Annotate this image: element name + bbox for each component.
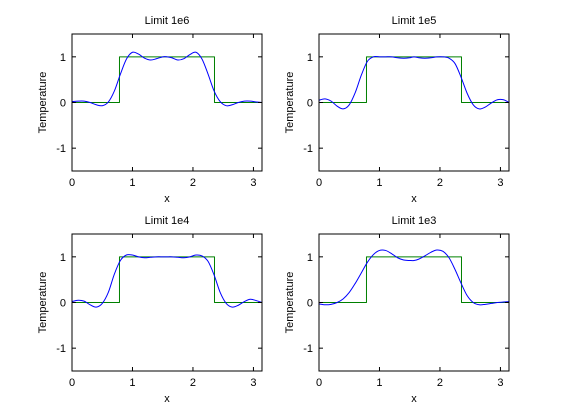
x-tick-label: 1	[376, 177, 382, 189]
subplot-title: Limit 1e3	[392, 215, 437, 227]
solution-line	[72, 51, 262, 107]
x-tick-label: 3	[497, 177, 503, 189]
x-tick-label: 2	[437, 177, 443, 189]
solution-line	[72, 254, 262, 308]
x-tick-label: 1	[129, 177, 135, 189]
solution-line	[319, 249, 509, 306]
y-tick-label: 1	[60, 52, 66, 64]
x-axis-label: x	[164, 393, 170, 405]
y-tick-label: -1	[303, 343, 313, 355]
subplot-title: Limit 1e4	[145, 215, 190, 227]
x-tick-label: 0	[69, 177, 75, 189]
y-axis-label: Temperature	[284, 72, 296, 134]
series-group	[319, 249, 509, 306]
x-tick-label: 3	[497, 377, 503, 389]
y-tick-label: 0	[60, 298, 66, 310]
y-tick-label: -1	[303, 143, 313, 155]
x-tick-label: 2	[190, 377, 196, 389]
x-tick-label: 3	[250, 177, 256, 189]
series-group	[72, 254, 262, 308]
x-tick-label: 0	[316, 177, 322, 189]
x-tick-label: 2	[437, 377, 443, 389]
subplot-1: 0 1 2 3 -1 0 1 Limit 1e6 x Temperature	[37, 15, 263, 205]
subplot-title: Limit 1e6	[145, 15, 190, 27]
y-tick-label: -1	[56, 143, 66, 155]
x-axis-label: x	[411, 193, 417, 205]
y-tick-label: 1	[307, 252, 313, 264]
y-tick-label: 1	[307, 52, 313, 64]
x-tick-label: 0	[316, 377, 322, 389]
x-tick-label: 1	[129, 377, 135, 389]
subplot-3: 0 1 2 3 -1 0 1 Limit 1e4 x Temperature	[37, 215, 263, 405]
y-axis-label: Temperature	[37, 72, 49, 134]
x-tick-label: 2	[190, 177, 196, 189]
x-axis-label: x	[411, 393, 417, 405]
subplot-4: 0 1 2 3 -1 0 1 Limit 1e3 x Temperature	[284, 215, 510, 405]
x-tick-label: 1	[376, 377, 382, 389]
subplot-2: 0 1 2 3 -1 0 1 Limit 1e5 x Temperature	[284, 15, 510, 205]
x-tick-label: 0	[69, 377, 75, 389]
series-group	[319, 55, 509, 110]
y-tick-label: 0	[307, 98, 313, 110]
y-tick-label: -1	[56, 343, 66, 355]
solution-line	[319, 55, 509, 110]
y-tick-label: 0	[60, 98, 66, 110]
subplot-title: Limit 1e5	[392, 15, 437, 27]
initial-condition-line	[319, 256, 509, 303]
x-tick-label: 3	[250, 377, 256, 389]
x-axis-label: x	[164, 193, 170, 205]
y-axis-label: Temperature	[37, 272, 49, 334]
y-tick-label: 0	[307, 298, 313, 310]
y-axis-label: Temperature	[284, 272, 296, 334]
series-group	[72, 51, 262, 107]
y-tick-label: 1	[60, 252, 66, 264]
